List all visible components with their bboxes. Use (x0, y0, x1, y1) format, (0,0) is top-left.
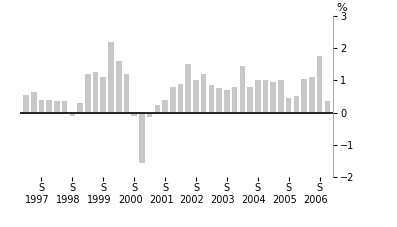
Bar (301, 79, 307, 113)
Bar (201, 74, 206, 113)
Text: 2000: 2000 (118, 195, 143, 205)
Bar (216, 88, 222, 113)
Bar (85, 74, 91, 113)
Bar (54, 101, 60, 113)
Bar (31, 92, 37, 113)
Bar (185, 64, 191, 113)
Text: 2005: 2005 (272, 195, 297, 205)
Text: %: % (337, 3, 347, 13)
Bar (108, 42, 114, 113)
Bar (317, 56, 322, 113)
Text: 1998: 1998 (56, 195, 81, 205)
Bar (139, 113, 145, 163)
Bar (131, 113, 137, 116)
Bar (93, 72, 98, 113)
Bar (69, 113, 75, 116)
Bar (170, 87, 175, 113)
Bar (62, 101, 67, 113)
Bar (39, 100, 44, 113)
Bar (324, 101, 330, 113)
Bar (294, 96, 299, 113)
Bar (255, 80, 260, 113)
Bar (270, 82, 276, 113)
Bar (154, 104, 160, 113)
Bar (224, 90, 229, 113)
Text: 2006: 2006 (303, 195, 328, 205)
Bar (193, 80, 199, 113)
Bar (23, 95, 29, 113)
Bar (77, 103, 83, 113)
Bar (278, 80, 284, 113)
Bar (162, 100, 168, 113)
Bar (247, 87, 253, 113)
Bar (147, 113, 152, 117)
Text: 1997: 1997 (25, 195, 50, 205)
Bar (286, 98, 291, 113)
Bar (46, 100, 52, 113)
Text: 2001: 2001 (149, 195, 173, 205)
Text: 2003: 2003 (211, 195, 235, 205)
Bar (116, 61, 121, 113)
Text: 1999: 1999 (87, 195, 112, 205)
Text: 2004: 2004 (242, 195, 266, 205)
Bar (100, 77, 106, 113)
Bar (239, 66, 245, 113)
Bar (178, 84, 183, 113)
Bar (209, 85, 214, 113)
Text: 2002: 2002 (180, 195, 204, 205)
Bar (232, 87, 237, 113)
Bar (309, 77, 315, 113)
Bar (124, 74, 129, 113)
Bar (263, 80, 268, 113)
